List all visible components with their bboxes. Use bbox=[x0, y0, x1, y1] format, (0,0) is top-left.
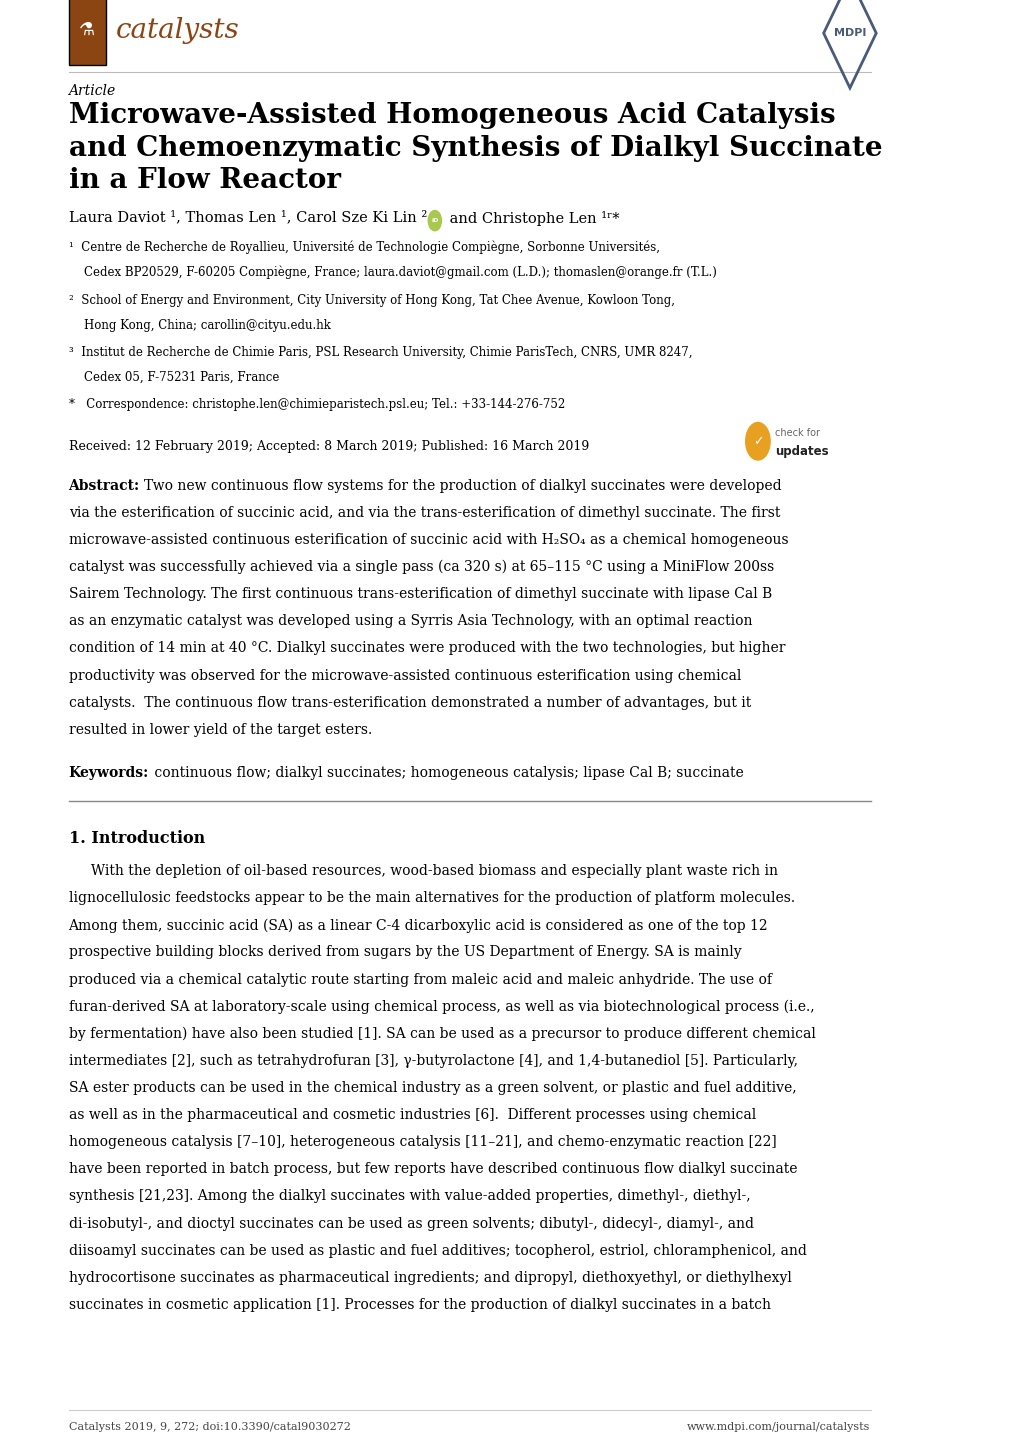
Text: ²  School of Energy and Environment, City University of Hong Kong, Tat Chee Aven: ² School of Energy and Environment, City… bbox=[68, 294, 674, 307]
Text: prospective building blocks derived from sugars by the US Department of Energy. : prospective building blocks derived from… bbox=[68, 946, 741, 959]
Text: *   Correspondence: christophe.len@chimieparistech.psl.eu; Tel.: +33-144-276-752: * Correspondence: christophe.len@chimiep… bbox=[68, 398, 565, 411]
Text: updates: updates bbox=[774, 444, 827, 459]
Text: catalysts: catalysts bbox=[115, 17, 239, 43]
Text: Abstract:: Abstract: bbox=[68, 479, 140, 493]
Text: Catalysts 2019, 9, 272; doi:10.3390/catal9030272: Catalysts 2019, 9, 272; doi:10.3390/cata… bbox=[68, 1422, 351, 1432]
Text: Hong Kong, China; carollin@cityu.edu.hk: Hong Kong, China; carollin@cityu.edu.hk bbox=[68, 319, 330, 332]
Text: ⚗: ⚗ bbox=[79, 22, 96, 39]
Text: homogeneous catalysis [7–10], heterogeneous catalysis [11–21], and chemo-enzymat: homogeneous catalysis [7–10], heterogene… bbox=[68, 1135, 775, 1149]
Text: SA ester products can be used in the chemical industry as a green solvent, or pl: SA ester products can be used in the che… bbox=[68, 1082, 796, 1094]
Text: iD: iD bbox=[431, 218, 438, 224]
Text: continuous flow; dialkyl succinates; homogeneous catalysis; lipase Cal B; succin: continuous flow; dialkyl succinates; hom… bbox=[150, 766, 743, 780]
Circle shape bbox=[428, 211, 441, 231]
Text: produced via a chemical catalytic route starting from maleic acid and maleic anh: produced via a chemical catalytic route … bbox=[68, 972, 770, 986]
Text: microwave-assisted continuous esterification of succinic acid with H₂SO₄ as a ch: microwave-assisted continuous esterifica… bbox=[68, 534, 788, 547]
Text: condition of 14 min at 40 °C. Dialkyl succinates were produced with the two tech: condition of 14 min at 40 °C. Dialkyl su… bbox=[68, 642, 785, 656]
Text: productivity was observed for the microwave-assisted continuous esterification u: productivity was observed for the microw… bbox=[68, 669, 740, 682]
Text: Received: 12 February 2019; Accepted: 8 March 2019; Published: 16 March 2019: Received: 12 February 2019; Accepted: 8 … bbox=[68, 440, 588, 453]
Text: diisoamyl succinates can be used as plastic and fuel additives; tocopherol, estr: diisoamyl succinates can be used as plas… bbox=[68, 1243, 806, 1257]
Text: Two new continuous flow systems for the production of dialkyl succinates were de: Two new continuous flow systems for the … bbox=[144, 479, 781, 493]
Text: Cedex BP20529, F-60205 Compiègne, France; laura.daviot@gmail.com (L.D.); thomasl: Cedex BP20529, F-60205 Compiègne, France… bbox=[68, 265, 715, 278]
Text: as an enzymatic catalyst was developed using a Syrris Asia Technology, with an o: as an enzymatic catalyst was developed u… bbox=[68, 614, 751, 629]
Text: catalysts.  The continuous flow trans-esterification demonstrated a number of ad: catalysts. The continuous flow trans-est… bbox=[68, 695, 750, 709]
Text: intermediates [2], such as tetrahydrofuran [3], γ-butyrolactone [4], and 1,4-but: intermediates [2], such as tetrahydrofur… bbox=[68, 1054, 797, 1069]
Text: as well as in the pharmaceutical and cosmetic industries [6].  Different process: as well as in the pharmaceutical and cos… bbox=[68, 1107, 755, 1122]
Text: synthesis [21,23]. Among the dialkyl succinates with value-added properties, dim: synthesis [21,23]. Among the dialkyl suc… bbox=[68, 1190, 749, 1204]
Text: lignocellulosic feedstocks appear to be the main alternatives for the production: lignocellulosic feedstocks appear to be … bbox=[68, 891, 794, 906]
FancyBboxPatch shape bbox=[68, 0, 106, 65]
Text: Article: Article bbox=[68, 84, 116, 98]
Text: furan-derived SA at laboratory-scale using chemical process, as well as via biot: furan-derived SA at laboratory-scale usi… bbox=[68, 999, 813, 1014]
Text: 1. Introduction: 1. Introduction bbox=[68, 829, 205, 846]
Text: di-isobutyl-, and dioctyl succinates can be used as green solvents; dibutyl-, di: di-isobutyl-, and dioctyl succinates can… bbox=[68, 1217, 753, 1230]
Text: and Christophe Len ¹ʳ*: and Christophe Len ¹ʳ* bbox=[444, 211, 620, 225]
Text: MDPI: MDPI bbox=[833, 29, 865, 37]
Text: With the depletion of oil-based resources, wood-based biomass and especially pla: With the depletion of oil-based resource… bbox=[68, 864, 776, 878]
Text: ✓: ✓ bbox=[752, 434, 762, 448]
Text: check for: check for bbox=[774, 428, 819, 437]
Text: hydrocortisone succinates as pharmaceutical ingredients; and dipropyl, diethoxye: hydrocortisone succinates as pharmaceuti… bbox=[68, 1270, 791, 1285]
Text: ³  Institut de Recherche de Chimie Paris, PSL Research University, Chimie ParisT: ³ Institut de Recherche de Chimie Paris,… bbox=[68, 346, 691, 359]
Text: catalyst was successfully achieved via a single pass (ca 320 s) at 65–115 °C usi: catalyst was successfully achieved via a… bbox=[68, 559, 773, 574]
Text: Microwave-Assisted Homogeneous Acid Catalysis
and Chemoenzymatic Synthesis of Di: Microwave-Assisted Homogeneous Acid Cata… bbox=[68, 102, 881, 193]
Circle shape bbox=[745, 423, 769, 460]
Text: by fermentation) have also been studied [1]. SA can be used as a precursor to pr: by fermentation) have also been studied … bbox=[68, 1027, 814, 1041]
Text: www.mdpi.com/journal/catalysts: www.mdpi.com/journal/catalysts bbox=[687, 1422, 870, 1432]
Text: have been reported in batch process, but few reports have described continuous f: have been reported in batch process, but… bbox=[68, 1162, 796, 1177]
Text: Among them, succinic acid (SA) as a linear C-4 dicarboxylic acid is considered a: Among them, succinic acid (SA) as a line… bbox=[68, 919, 767, 933]
Text: Cedex 05, F-75231 Paris, France: Cedex 05, F-75231 Paris, France bbox=[68, 371, 278, 384]
Text: via the esterification of succinic acid, and via the trans-esterification of dim: via the esterification of succinic acid,… bbox=[68, 506, 780, 521]
Text: Keywords:: Keywords: bbox=[68, 766, 149, 780]
Text: succinates in cosmetic application [1]. Processes for the production of dialkyl : succinates in cosmetic application [1]. … bbox=[68, 1298, 769, 1312]
Text: Laura Daviot ¹, Thomas Len ¹, Carol Sze Ki Lin ²: Laura Daviot ¹, Thomas Len ¹, Carol Sze … bbox=[68, 211, 426, 225]
Text: Sairem Technology. The first continuous trans-esterification of dimethyl succina: Sairem Technology. The first continuous … bbox=[68, 587, 771, 601]
Text: ¹  Centre de Recherche de Royallieu, Université de Technologie Compiègne, Sorbon: ¹ Centre de Recherche de Royallieu, Univ… bbox=[68, 241, 659, 254]
Text: resulted in lower yield of the target esters.: resulted in lower yield of the target es… bbox=[68, 722, 372, 737]
